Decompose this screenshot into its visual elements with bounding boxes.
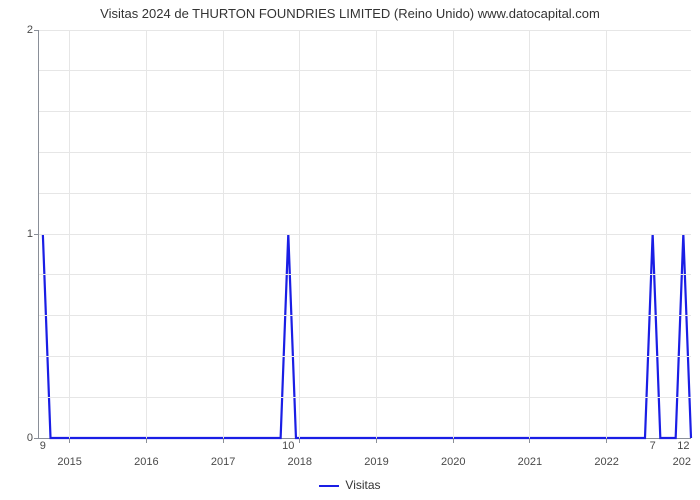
x-point-label: 12 [677, 438, 689, 452]
y-minor-gridline [39, 356, 691, 357]
y-minor-gridline [39, 193, 691, 194]
x-tick-label-year: 2019 [364, 438, 388, 468]
y-tick-label: 1 [27, 228, 39, 240]
x-point-label: 9 [40, 438, 46, 452]
legend-swatch [319, 485, 339, 487]
x-point-label: 7 [650, 438, 656, 452]
y-tick-label: 0 [27, 432, 39, 444]
plot-area: 0122015201620172018201920202021202220291… [38, 30, 691, 439]
x-gridline [299, 30, 300, 438]
x-gridline [453, 30, 454, 438]
y-minor-gridline [39, 397, 691, 398]
x-tick-label-year: 2015 [57, 438, 81, 468]
x-tick-label-year: 2017 [211, 438, 235, 468]
legend-label: Visitas [345, 478, 380, 492]
x-tick-label-year: 2022 [594, 438, 618, 468]
y-minor-gridline [39, 111, 691, 112]
x-point-label: 10 [282, 438, 294, 452]
x-gridline [606, 30, 607, 438]
x-tick-label-year: 2016 [134, 438, 158, 468]
y-minor-gridline [39, 70, 691, 71]
series-polyline [43, 234, 691, 438]
x-tick-label-year: 2020 [441, 438, 465, 468]
chart-title: Visitas 2024 de THURTON FOUNDRIES LIMITE… [0, 6, 700, 21]
y-minor-gridline [39, 274, 691, 275]
y-minor-gridline [39, 152, 691, 153]
y-gridline [39, 30, 691, 31]
y-minor-gridline [39, 315, 691, 316]
x-gridline [376, 30, 377, 438]
x-gridline [69, 30, 70, 438]
y-gridline [39, 234, 691, 235]
legend: Visitas [0, 478, 700, 492]
y-tick-label: 2 [27, 24, 39, 36]
x-tick-label-year: 2021 [518, 438, 542, 468]
x-gridline [146, 30, 147, 438]
x-gridline [529, 30, 530, 438]
x-gridline [223, 30, 224, 438]
